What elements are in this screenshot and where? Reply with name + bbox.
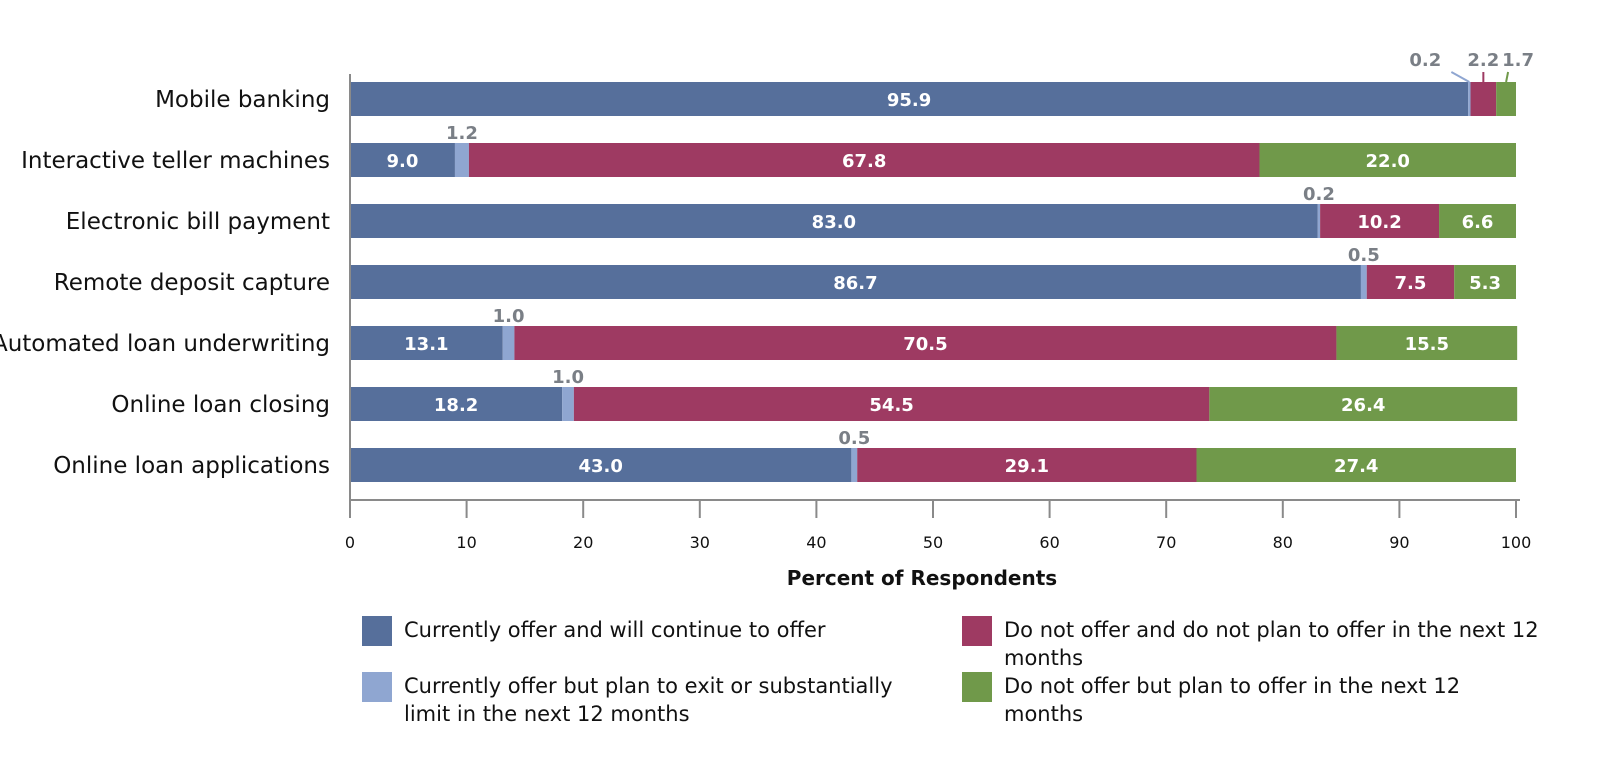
value-label: 1.0 (493, 306, 525, 327)
x-axis: 0 10 20 30 40 50 60 70 80 90 100 (345, 74, 1531, 552)
category-label: Automated loan underwriting (0, 331, 330, 357)
x-tick-label: 60 (1039, 533, 1059, 552)
bar-segment (502, 326, 515, 360)
x-axis-title: Percent of Respondents (787, 566, 1057, 590)
value-label: 9.0 (387, 151, 419, 172)
x-tick-label: 40 (806, 533, 826, 552)
bar-segment (1317, 204, 1321, 238)
value-label: 83.0 (812, 212, 856, 233)
bar-segment (1454, 265, 1516, 299)
value-label: 95.9 (887, 90, 931, 111)
x-tick-label: 100 (1501, 533, 1532, 552)
x-tick-label: 0 (345, 533, 355, 552)
category-label: Online loan closing (111, 392, 330, 418)
x-tick-label: 70 (1156, 533, 1176, 552)
bar-segment (350, 326, 503, 360)
category-label: Interactive teller machines (21, 148, 330, 174)
value-label: 13.1 (404, 334, 448, 355)
bar-segment (350, 204, 1318, 238)
bar-segment (1336, 326, 1518, 360)
bar-segment (350, 143, 455, 177)
value-label: 86.7 (833, 273, 877, 294)
value-label: 1.0 (552, 367, 584, 388)
category-label: Electronic bill payment (66, 209, 330, 235)
bar-segment (1360, 265, 1367, 299)
x-tick-label: 30 (690, 533, 710, 552)
value-label: 18.2 (434, 395, 478, 416)
bar-segment (350, 265, 1361, 299)
bar-segment (857, 448, 1197, 482)
bar-segment (468, 143, 1260, 177)
x-tick-label: 10 (456, 533, 476, 552)
value-label: 7.5 (1395, 273, 1427, 294)
category-label: Remote deposit capture (54, 270, 330, 296)
bar-segment (562, 387, 574, 421)
bar-segment (350, 448, 852, 482)
value-label: 70.5 (903, 334, 947, 355)
value-label: 43.0 (578, 456, 622, 477)
bar-segment (1496, 82, 1516, 116)
value-label: 0.2 (1303, 184, 1335, 205)
value-label: 10.2 (1357, 212, 1401, 233)
bar-segment (1209, 387, 1518, 421)
value-label: 5.3 (1469, 273, 1501, 294)
bar-segment (514, 326, 1337, 360)
value-label: 15.5 (1405, 334, 1449, 355)
bars-group: 95.9 0.2 2.2 1.7 9.0 1.2 67.8 22.0 83.0 0.2 10.2 6.… (350, 50, 1534, 482)
bar-segment (1470, 82, 1497, 116)
x-tick-label: 80 (1273, 533, 1293, 552)
x-tick-label: 20 (573, 533, 593, 552)
bar-segment (1468, 82, 1471, 116)
bar-segment (1196, 448, 1516, 482)
value-label: 54.5 (869, 395, 913, 416)
category-label: Mobile banking (155, 87, 330, 113)
leader-line (1450, 71, 1470, 83)
bar-segment (1320, 204, 1440, 238)
bar-segment (1259, 143, 1516, 177)
value-label: 67.8 (842, 151, 886, 172)
value-label: 1.2 (446, 123, 478, 144)
value-label: 2.2 (1467, 50, 1499, 71)
value-label: 6.6 (1462, 212, 1494, 233)
bar-segment (350, 82, 1469, 116)
value-label: 22.0 (1366, 151, 1410, 172)
x-tick-label: 90 (1389, 533, 1409, 552)
bar-segment (454, 143, 469, 177)
bar-segment (573, 387, 1210, 421)
value-label: 29.1 (1005, 456, 1049, 477)
bar-segment (851, 448, 858, 482)
bar-segment (350, 387, 563, 421)
category-label: Online loan applications (53, 453, 330, 479)
value-label: 1.7 (1502, 50, 1534, 71)
leader-line (1505, 71, 1510, 83)
x-tick-label: 50 (923, 533, 943, 552)
value-label: 27.4 (1334, 456, 1378, 477)
bar-segment (1366, 265, 1455, 299)
value-label: 0.2 (1409, 50, 1441, 71)
value-label: 0.5 (838, 428, 870, 449)
category-labels: Mobile banking Interactive teller machine… (0, 87, 330, 479)
bar-segment (1439, 204, 1516, 238)
value-label: 0.5 (1348, 245, 1380, 266)
value-label: 26.4 (1341, 395, 1385, 416)
